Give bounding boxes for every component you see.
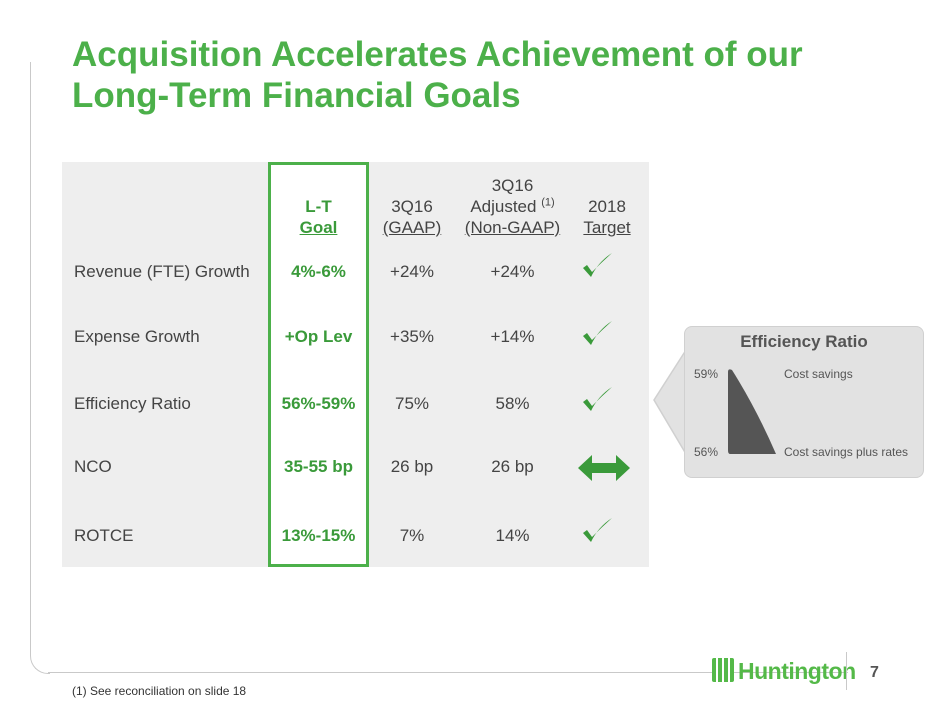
slide-frame-line	[30, 62, 50, 674]
cell-goal-revenue: 4%-6%	[291, 262, 346, 281]
cell-adjusted-expense: +14%	[490, 327, 535, 346]
cell-goal-nco: 35-55 bp	[284, 457, 353, 476]
row-label-expense: Expense Growth	[74, 327, 200, 346]
cell-adjusted-nco: 26 bp	[491, 457, 534, 476]
callout-top-label: Cost savings	[784, 367, 853, 381]
header-gaap: 3Q16 (GAAP)	[382, 197, 442, 237]
callout-top-value: 59%	[694, 367, 719, 381]
cell-adjusted-revenue: +24%	[490, 262, 535, 281]
logo-divider	[846, 652, 847, 690]
efficiency-wedge-shape	[728, 369, 776, 454]
efficiency-ratio-callout	[684, 326, 924, 478]
cell-gaap-efficiency: 75%	[394, 394, 430, 413]
cell-gaap-nco: 26 bp	[390, 457, 434, 476]
cell-adjusted-rotce: 14%	[495, 526, 530, 545]
row-label-efficiency: Efficiency Ratio	[74, 394, 191, 413]
goal-column-highlight	[268, 162, 369, 567]
cell-adjusted-efficiency: 58%	[495, 394, 530, 413]
row-label-nco: NCO	[74, 457, 112, 476]
callout-title: Efficiency Ratio	[740, 332, 868, 351]
header-adjusted: 3Q16 Adjusted (1) (Non-GAAP)	[464, 176, 561, 237]
cell-gaap-expense: +35%	[390, 327, 434, 346]
cell-goal-efficiency: 56%-59%	[281, 394, 356, 413]
check-icon	[583, 387, 612, 411]
header-target: 2018 Target	[583, 197, 631, 237]
logo-mark-icon	[712, 658, 734, 682]
cell-goal-expense: +Op Lev	[284, 327, 353, 346]
callout-bottom-label: Cost savings plus rates	[784, 445, 909, 459]
check-icon	[583, 518, 612, 542]
header-goal: L-T Goal	[299, 197, 338, 237]
callout-connector	[653, 349, 687, 455]
cell-goal-rotce: 13%-15%	[281, 526, 356, 545]
row-label-rotce: ROTCE	[74, 526, 134, 545]
footnote: (1) See reconciliation on slide 18	[72, 684, 247, 698]
huntington-logo: Huntington	[712, 658, 856, 685]
slide-title: Acquisition Accelerates Achievement of o…	[72, 35, 803, 115]
slide-frame-bottom	[48, 672, 848, 673]
callout-bottom-value: 56%	[694, 445, 719, 459]
check-icon	[583, 253, 612, 277]
row-label-revenue: Revenue (FTE) Growth	[74, 262, 250, 281]
cell-gaap-rotce: 7%	[399, 526, 425, 545]
footnote-marker: (1)	[541, 196, 555, 209]
check-icon	[583, 321, 612, 345]
page-number: 7	[870, 664, 879, 681]
cell-gaap-revenue: +24%	[390, 262, 434, 281]
double-arrow-icon	[578, 455, 630, 481]
